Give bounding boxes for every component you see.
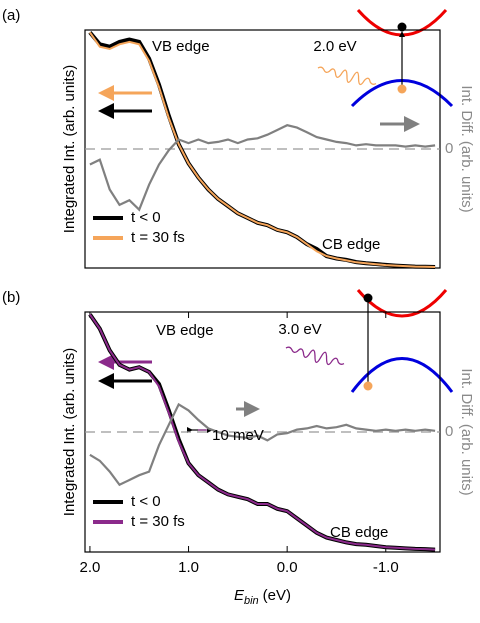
spectrum-line [89,313,436,551]
annotation: 10 meV [212,427,264,444]
x-tick-label: 1.0 [178,559,199,576]
x-tick-label: 2.0 [80,559,101,576]
legend-label: t = 30 fs [131,513,185,530]
x-axis-label-part: E [234,587,245,604]
legend-label: t < 0 [131,209,161,226]
panel-label: (b) [2,289,20,306]
panel-label: (a) [2,7,20,24]
difference-line [89,124,436,212]
y2-axis-label: Int. Diff. (arb. units) [458,85,475,212]
x-axis-label-part: bin [244,595,259,607]
decor-a [98,9,454,132]
x-tick-label: -1.0 [373,559,399,576]
annotation: CB edge [322,236,380,253]
y2-tick-label: 0 [445,423,453,440]
x-tick-label: 0.0 [277,559,298,576]
y-axis-label: Integrated Int. (arb. units) [61,348,78,516]
annotation: 2.0 eV [313,38,356,55]
annotation: CB edge [330,524,388,541]
legend-label: t = 30 fs [131,229,185,246]
legend-label: t < 0 [131,493,161,510]
x-axis-label-part: (eV) [263,587,291,604]
x-axis-label: Ebin (eV) [234,587,291,607]
decor-b [98,289,454,433]
spectrum-line [89,31,436,268]
y2-tick-label: 0 [445,140,453,157]
difference-line [89,402,436,487]
y-axis-label: Integrated Int. (arb. units) [61,65,78,233]
annotation: VB edge [152,38,210,55]
y2-axis-label: Int. Diff. (arb. units) [458,368,475,495]
annotation: 3.0 eV [278,321,321,338]
annotation: VB edge [156,322,214,339]
